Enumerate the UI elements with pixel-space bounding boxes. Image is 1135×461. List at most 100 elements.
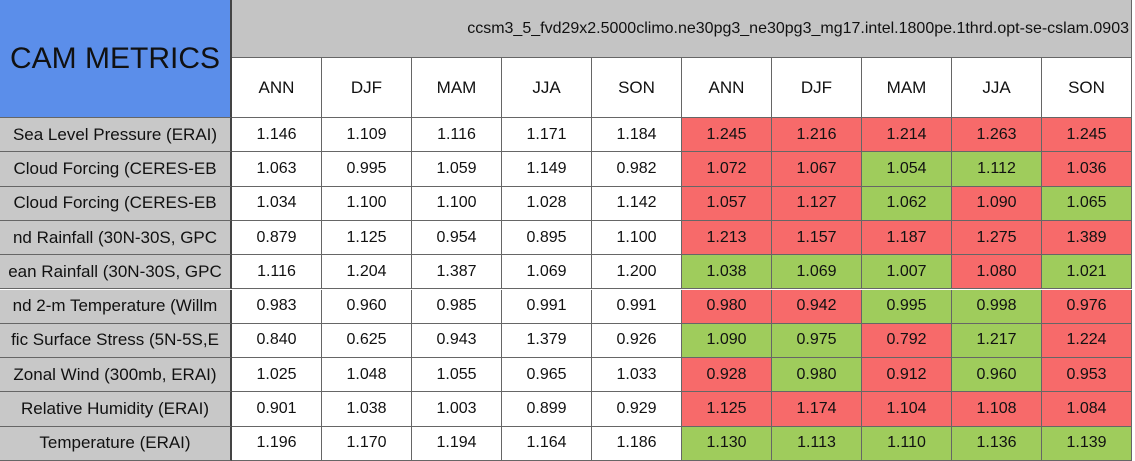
metric-value: 1.389: [1042, 220, 1132, 256]
metric-value: 1.196: [232, 426, 322, 461]
metric-value: 0.943: [412, 323, 502, 359]
metric-value: 1.217: [952, 323, 1042, 359]
row-label: Cloud Forcing (CERES-EB: [0, 152, 232, 187]
metric-value: 1.025: [232, 358, 322, 393]
metric-value: 1.170: [322, 426, 412, 461]
season-header: ANN: [682, 58, 772, 118]
season-header: MAM: [412, 58, 502, 118]
season-header: DJF: [322, 58, 412, 118]
metric-value: 1.104: [862, 392, 952, 427]
metric-value: 1.127: [772, 186, 862, 221]
row-label: fic Surface Stress (5N-5S,E: [0, 323, 232, 359]
metric-value: 0.899: [502, 392, 592, 427]
season-header: JJA: [952, 58, 1042, 118]
metric-value: 1.214: [862, 118, 952, 153]
metric-value: 1.034: [232, 186, 322, 221]
metric-value: 1.063: [232, 152, 322, 187]
metric-value: 1.084: [1042, 392, 1132, 427]
metric-value: 0.895: [502, 220, 592, 256]
metric-value: 1.108: [952, 392, 1042, 427]
metric-value: 1.038: [322, 392, 412, 427]
metric-value: 1.048: [322, 358, 412, 393]
metric-value: 1.069: [502, 255, 592, 290]
metric-value: 0.840: [232, 323, 322, 359]
metric-value: 1.100: [322, 186, 412, 221]
metric-value: 1.194: [412, 426, 502, 461]
metric-value: 0.912: [862, 358, 952, 393]
metric-value: 0.976: [1042, 289, 1132, 324]
metric-value: 0.991: [592, 289, 682, 324]
metric-value: 0.995: [322, 152, 412, 187]
row-label: nd Rainfall (30N-30S, GPC: [0, 220, 232, 256]
metric-value: 0.983: [232, 289, 322, 324]
row-label: Temperature (ERAI): [0, 426, 232, 461]
metric-value: 1.171: [502, 118, 592, 153]
row-label: Zonal Wind (300mb, ERAI): [0, 358, 232, 393]
metric-value: 0.982: [592, 152, 682, 187]
metric-value: 1.112: [952, 152, 1042, 187]
season-header: MAM: [862, 58, 952, 118]
metric-value: 1.136: [952, 426, 1042, 461]
metric-value: 1.139: [1042, 426, 1132, 461]
metric-value: 1.245: [682, 118, 772, 153]
metric-value: 0.792: [862, 323, 952, 359]
row-label: Relative Humidity (ERAI): [0, 392, 232, 427]
metric-value: 0.954: [412, 220, 502, 256]
metric-value: 1.113: [772, 426, 862, 461]
metric-value: 0.879: [232, 220, 322, 256]
metric-value: 1.157: [772, 220, 862, 256]
metric-value: 1.275: [952, 220, 1042, 256]
metric-value: 0.991: [502, 289, 592, 324]
metric-value: 1.164: [502, 426, 592, 461]
season-header: DJF: [772, 58, 862, 118]
metric-value: 1.080: [952, 255, 1042, 290]
metric-value: 0.965: [502, 358, 592, 393]
metric-value: 1.007: [862, 255, 952, 290]
metric-value: 1.149: [502, 152, 592, 187]
metric-value: 0.926: [592, 323, 682, 359]
metric-value: 1.065: [1042, 186, 1132, 221]
case-header: ccsm3_5_fvd29x2.5000climo.ne30pg3_ne30pg…: [232, 0, 1132, 58]
metric-value: 1.057: [682, 186, 772, 221]
metric-value: 1.125: [322, 220, 412, 256]
metric-value: 0.625: [322, 323, 412, 359]
metric-value: 1.100: [412, 186, 502, 221]
metric-value: 0.960: [322, 289, 412, 324]
metric-value: 1.263: [952, 118, 1042, 153]
season-header: SON: [592, 58, 682, 118]
row-label: Cloud Forcing (CERES-EB: [0, 186, 232, 221]
metric-value: 1.038: [682, 255, 772, 290]
metric-value: 0.942: [772, 289, 862, 324]
season-header: JJA: [502, 58, 592, 118]
metric-value: 0.929: [592, 392, 682, 427]
season-header: SON: [1042, 58, 1132, 118]
metric-value: 1.059: [412, 152, 502, 187]
metric-value: 1.142: [592, 186, 682, 221]
metric-value: 1.174: [772, 392, 862, 427]
metric-value: 1.187: [862, 220, 952, 256]
metric-value: 1.130: [682, 426, 772, 461]
metric-value: 1.072: [682, 152, 772, 187]
metric-value: 1.003: [412, 392, 502, 427]
metric-value: 1.224: [1042, 323, 1132, 359]
metric-value: 0.953: [1042, 358, 1132, 393]
metric-value: 1.062: [862, 186, 952, 221]
metric-value: 1.200: [592, 255, 682, 290]
metric-value: 0.998: [952, 289, 1042, 324]
metric-value: 1.146: [232, 118, 322, 153]
metric-value: 1.033: [592, 358, 682, 393]
metric-value: 1.036: [1042, 152, 1132, 187]
metric-value: 1.125: [682, 392, 772, 427]
metric-value: 0.901: [232, 392, 322, 427]
metric-value: 0.995: [862, 289, 952, 324]
metric-value: 1.090: [682, 323, 772, 359]
row-label: Sea Level Pressure (ERAI): [0, 118, 232, 153]
metric-value: 0.975: [772, 323, 862, 359]
metric-value: 1.216: [772, 118, 862, 153]
metric-value: 1.054: [862, 152, 952, 187]
metric-value: 1.110: [862, 426, 952, 461]
metric-value: 1.028: [502, 186, 592, 221]
metric-value: 1.116: [232, 255, 322, 290]
metric-value: 0.928: [682, 358, 772, 393]
